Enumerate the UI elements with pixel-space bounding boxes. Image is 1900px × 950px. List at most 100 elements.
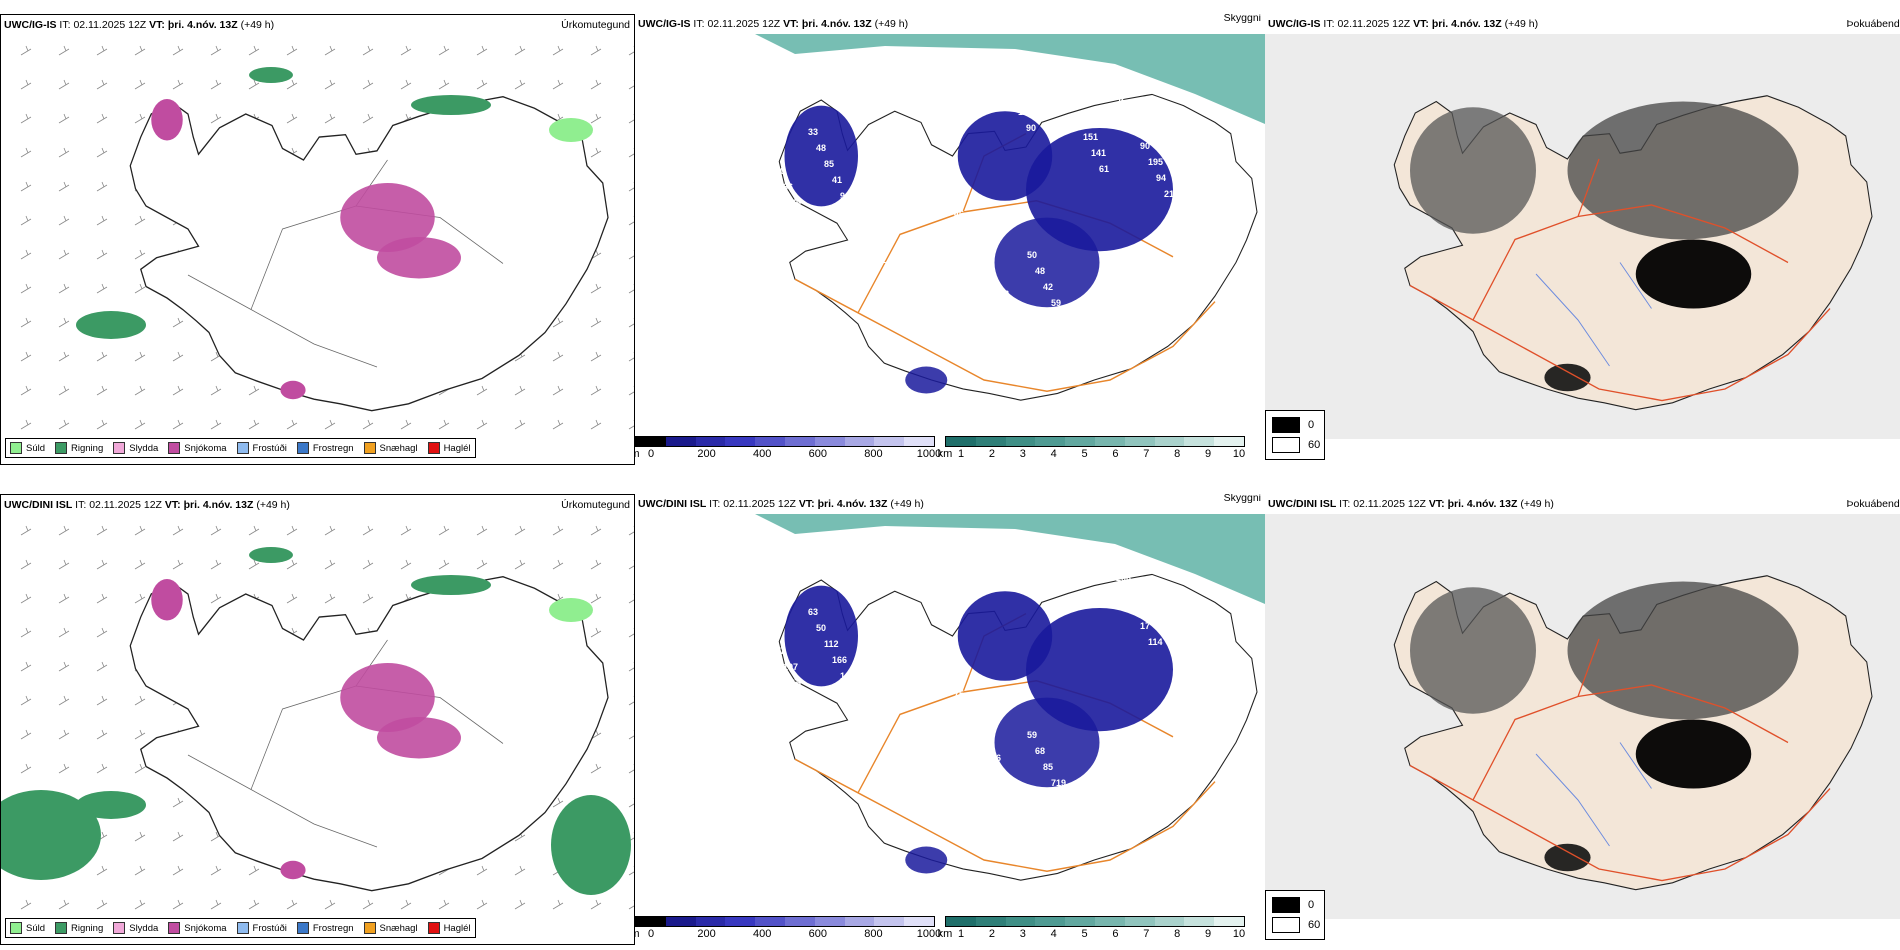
legend-item: Frostúði	[236, 442, 287, 454]
cloud-base-label: 58	[986, 273, 996, 283]
cloud-base-label: 90	[1026, 123, 1036, 133]
colorbar-tick: 200	[697, 928, 716, 940]
iceland-outline	[129, 96, 609, 412]
fog-index-panel-top: UWC/IG-IS IT: 02.11.2025 12Z VT: þri. 4.…	[1265, 14, 1900, 465]
cloud-base-label: 111	[872, 255, 886, 265]
legend-label: Súld	[26, 442, 46, 454]
legend-item: Slydda	[113, 442, 158, 454]
panel-header: UWC/IG-IS IT: 02.11.2025 12Z VT: þri. 4.…	[635, 14, 1265, 34]
colorbar-tick: 400	[753, 448, 772, 460]
legend-label: Slydda	[129, 442, 159, 454]
cloud-base-label: 87	[775, 646, 785, 656]
legend-item: Frostregn	[296, 922, 354, 934]
cloud-base-label: 384	[1124, 589, 1139, 599]
cloud-base-label: 151	[1083, 132, 1098, 142]
colorbar-tick: 4	[1050, 928, 1057, 940]
visibility-colorbar: km 1 2 3 4 5 6 7 8 9 10	[938, 436, 1246, 461]
cloud-base-label: 115	[897, 680, 912, 690]
legend-swatch	[236, 922, 249, 934]
cloud-base-label: 49	[1100, 291, 1110, 301]
cloud-base-label: 98	[856, 223, 866, 233]
panel-header: UWC/IG-IS IT: 02.11.2025 12Z VT: þri. 4.…	[1, 15, 634, 35]
cloud-base-label: 58	[978, 257, 988, 267]
cloud-base-label: 141	[1091, 148, 1106, 158]
cloud-base-label: 50	[1027, 250, 1037, 260]
legend-label: Haglél	[443, 442, 471, 454]
cloud-base-label: 16	[791, 678, 801, 688]
iceland-outline	[778, 573, 1258, 881]
iceland-outline	[129, 576, 609, 892]
colorbar-tick: 6	[1112, 928, 1119, 940]
cloud-base-label: 61	[889, 184, 899, 194]
colorbar-unit: m	[635, 928, 640, 940]
fog-index-legend: 0 60	[1265, 890, 1325, 940]
cloud-base-label: 126	[759, 614, 774, 624]
cloud-base-label: 115	[978, 737, 993, 747]
cloud-base-label: 59	[1027, 730, 1037, 740]
iceland-outline	[1393, 95, 1873, 411]
legend-swatch	[55, 442, 68, 454]
legend-item: Snjókoma	[168, 442, 227, 454]
colorbar-tick: 800	[864, 448, 883, 460]
cloud-base-label: 93	[848, 207, 858, 217]
cloud-base-label: 205	[799, 214, 814, 224]
colorbar-tick: 200	[697, 448, 716, 460]
cloud-base-label: 114	[1148, 637, 1163, 647]
cloud-base-label: 79	[791, 198, 801, 208]
cloud-base-label: 60	[1100, 771, 1110, 781]
legend-item: Snæhagl	[363, 922, 418, 934]
legend-item: Súld	[10, 922, 45, 934]
fog-index-panel-bottom: UWC/DINI ISL IT: 02.11.2025 12Z VT: þri.…	[1265, 494, 1900, 945]
cloud-base-label: 719	[1051, 778, 1066, 788]
cloud-base-label: 86	[783, 182, 793, 192]
panel-header: UWC/DINI ISL IT: 02.11.2025 12Z VT: þri.…	[1265, 494, 1900, 514]
panel-title: Þokuábendi	[1846, 18, 1900, 30]
legend-swatch	[296, 922, 309, 934]
cloud-base-label: 148	[840, 671, 855, 681]
legend-swatch	[363, 442, 376, 454]
legend-swatch	[10, 922, 22, 934]
panel-title: Úrkomutegund	[561, 499, 630, 511]
cloud-base-label: 48	[1035, 266, 1045, 276]
precip-legend: Súld Rigning Slydda Snjókoma Frostúði Frostre…	[5, 918, 476, 938]
cloud-base-label: 81	[1075, 596, 1085, 606]
colorbar-tick: 7	[1143, 448, 1150, 460]
cloud-base-label: 33	[808, 127, 818, 137]
legend-label: Frostregn	[312, 922, 354, 934]
colorbar-unit: m	[635, 448, 640, 460]
cloud-base-label: 55	[735, 86, 745, 96]
panel-title: Skyggni	[1223, 14, 1261, 24]
cloud-base-label: 90	[1132, 605, 1142, 615]
legend-label: Frostregn	[312, 442, 354, 454]
cloud-visibility-map: 64 63 56 75 59 60 74 50 62 70 68 79 83 112 115 96 85 206 1…	[735, 514, 1265, 881]
model-name: UWC/IG-IS	[4, 19, 57, 31]
cloud-base-label: 176	[986, 753, 1001, 763]
cloud-base-label: 90	[1140, 141, 1150, 151]
legend-label: Rigning	[71, 442, 104, 454]
cloud-base-label: 66	[751, 118, 761, 128]
legend-label: Frostúði	[252, 922, 287, 934]
legend-swatch	[427, 922, 440, 934]
cloud-base-label: 516	[905, 696, 920, 706]
precip-map	[20, 45, 634, 430]
cloud-base-label: 85	[824, 159, 834, 169]
cloud-base-label: 218	[1164, 189, 1179, 199]
cloud-base-label: 70	[962, 705, 972, 715]
cloud-base-label: 50	[1002, 785, 1012, 795]
colorbar-tick: 600	[808, 928, 827, 940]
precip-map	[1, 525, 634, 910]
legend-item: Rigning	[55, 922, 103, 934]
cloud-base-label: 50	[816, 623, 826, 633]
colorbar-tick: 600	[808, 448, 827, 460]
legend-item: Snæhagl	[363, 442, 418, 454]
cloud-base-labels: 55 33 56 46 50 49 48 48 61 54 48 47 66 85 95 43 42 42 50 41…	[735, 86, 1179, 324]
colorbar-tick: 1	[957, 448, 965, 460]
legend-swatch	[427, 442, 440, 454]
colorbar-tick: 10	[1232, 448, 1246, 460]
legend-item: Súld	[10, 442, 45, 454]
model-name: UWC/DINI ISL	[4, 499, 73, 511]
colorbar-tick: 2	[988, 928, 995, 940]
cloud-base-label: 65	[905, 216, 915, 226]
colorbar-tick: 6	[1112, 448, 1119, 460]
fog-index-map	[1265, 34, 1900, 439]
